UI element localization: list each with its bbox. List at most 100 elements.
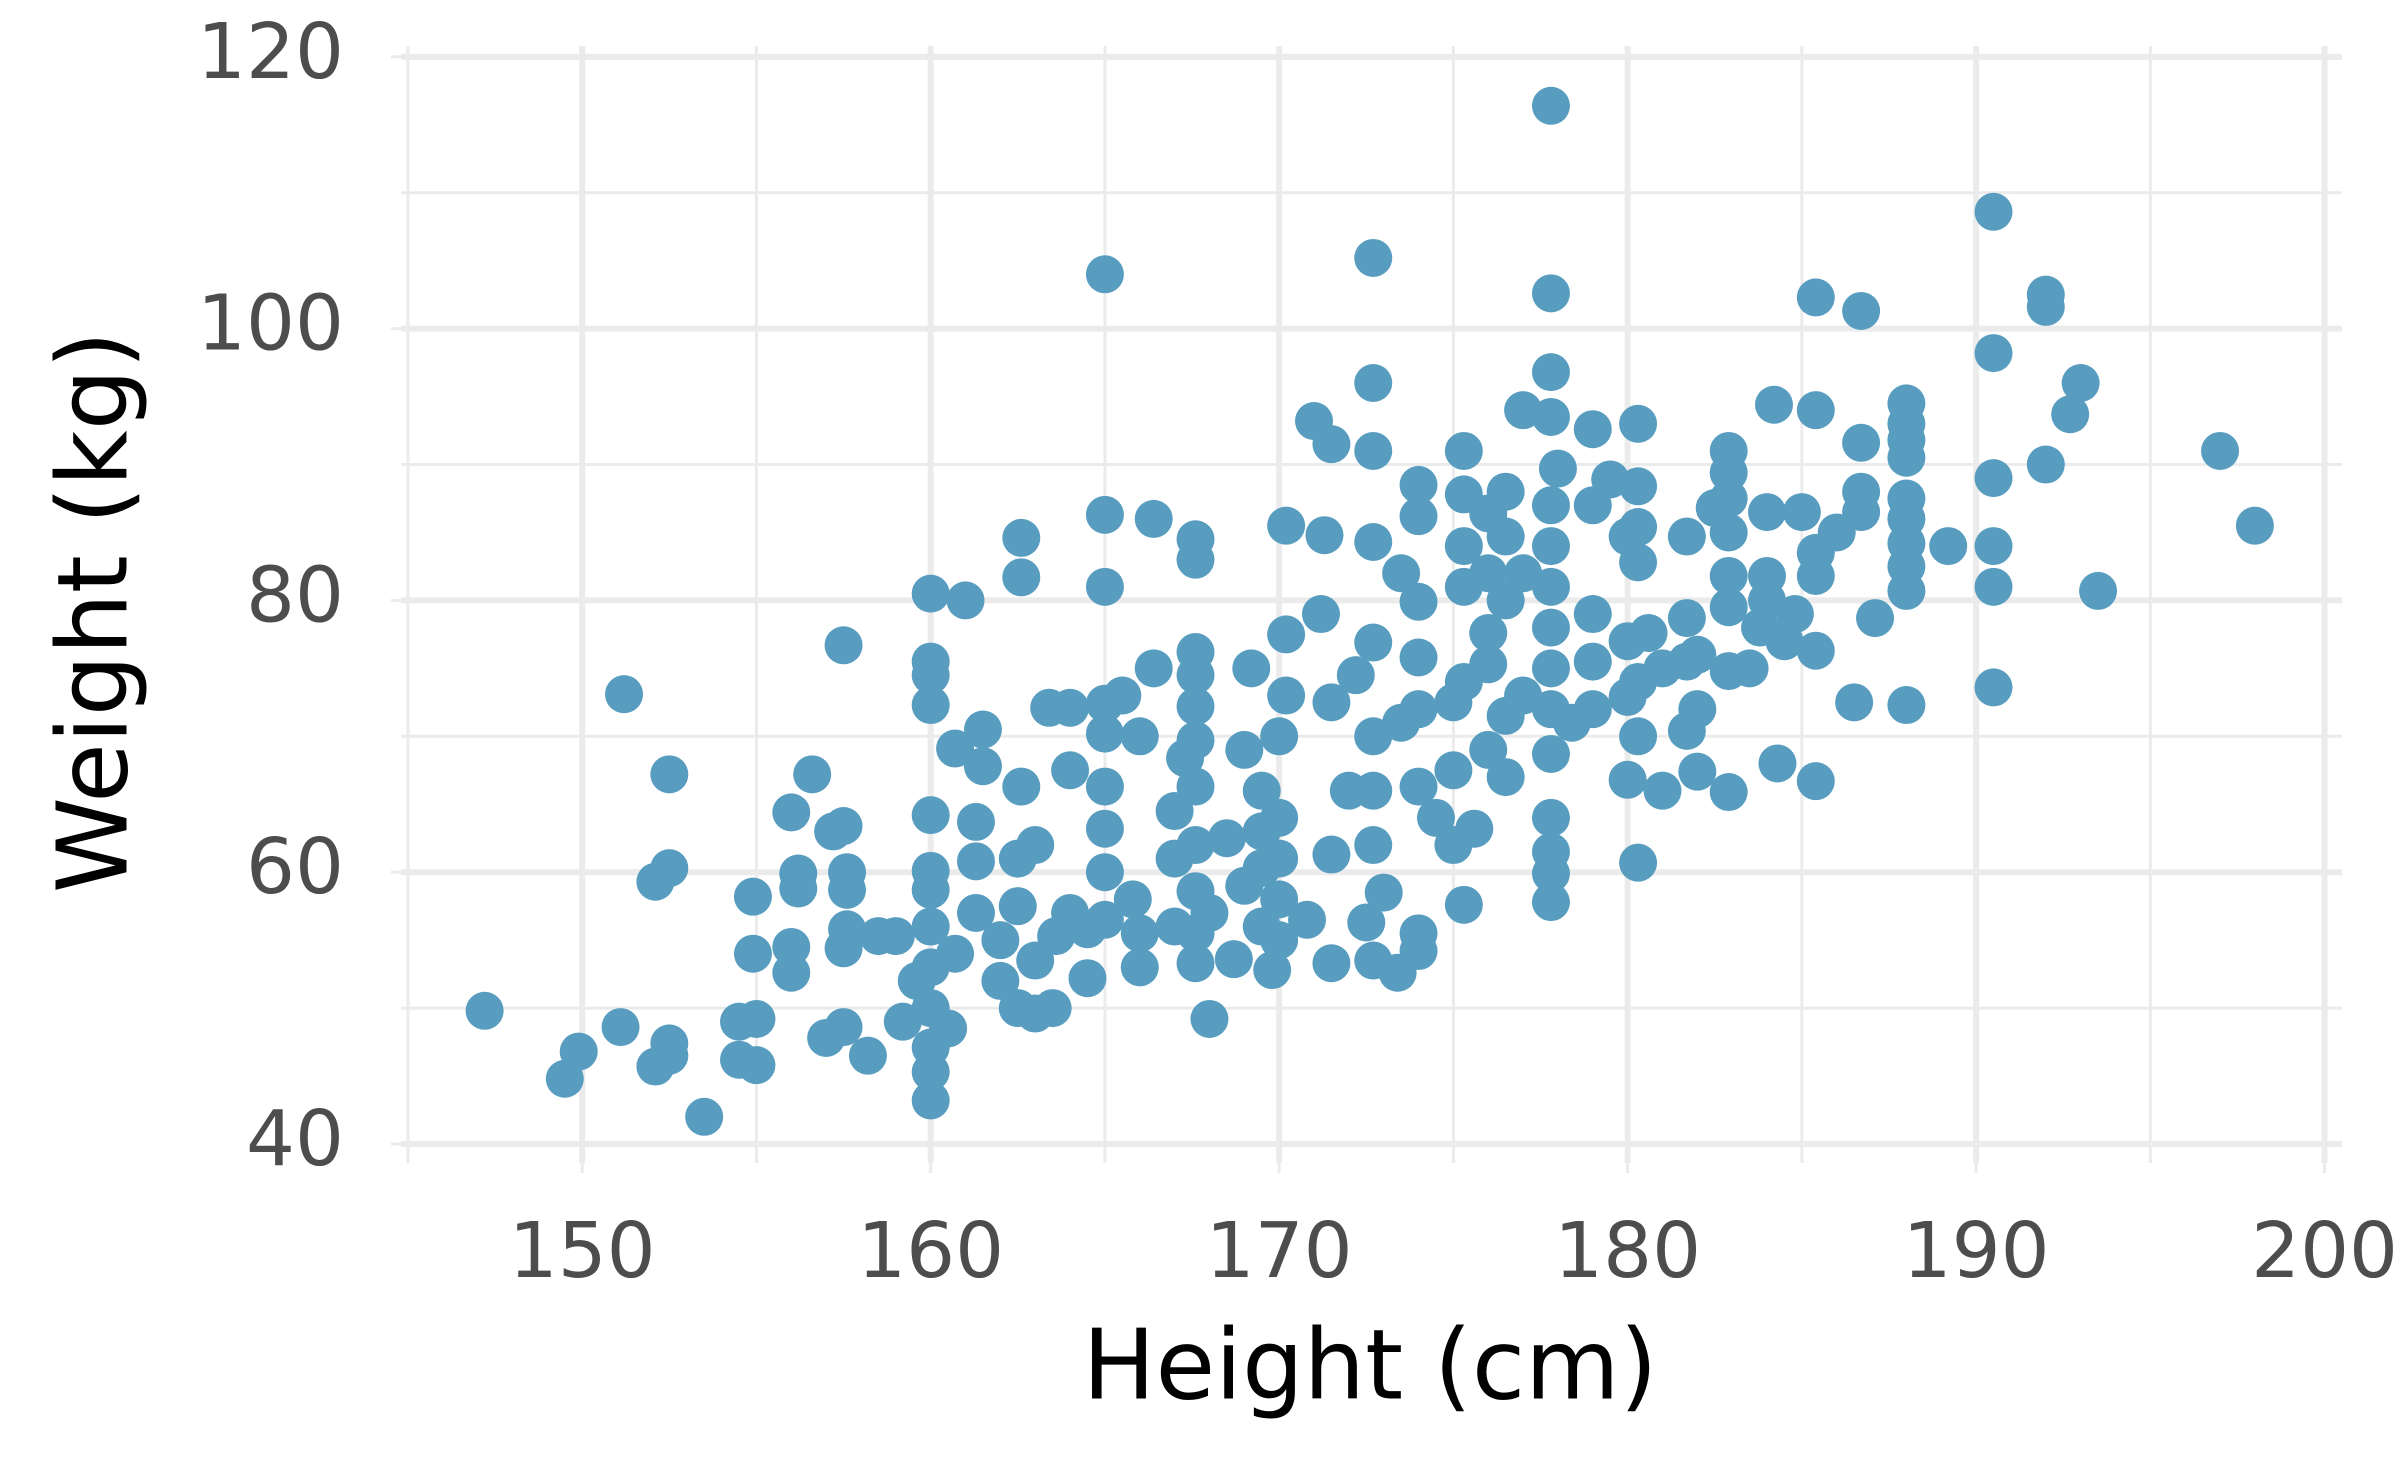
point: [650, 1024, 689, 1063]
point: [1354, 826, 1393, 865]
point: [1176, 520, 1215, 559]
point: [1190, 999, 1229, 1038]
point: [998, 887, 1037, 926]
point: [1667, 599, 1706, 638]
point: [1444, 885, 1483, 924]
point: [779, 854, 818, 893]
point: [1531, 649, 1570, 688]
point: [1416, 798, 1455, 837]
point: [1134, 499, 1173, 538]
point: [1974, 459, 2013, 498]
point: [1312, 425, 1351, 464]
point: [1399, 582, 1438, 621]
point: [1399, 497, 1438, 536]
x-tick-label: 180: [1554, 1207, 1701, 1296]
point: [1573, 642, 1612, 681]
point: [772, 793, 811, 832]
point: [1796, 631, 1835, 670]
point: [1382, 554, 1421, 593]
point: [1214, 940, 1253, 979]
point: [1399, 638, 1438, 677]
point: [1486, 517, 1525, 556]
point: [1619, 717, 1658, 756]
point: [1842, 472, 1881, 511]
point: [1531, 86, 1570, 125]
point: [650, 755, 689, 794]
point: [1619, 543, 1658, 582]
point: [1260, 921, 1299, 960]
point: [1305, 516, 1344, 555]
point: [2026, 445, 2065, 484]
point: [1796, 762, 1835, 801]
point: [1974, 334, 2013, 373]
point: [824, 806, 863, 845]
point: [685, 1097, 724, 1136]
point: [1176, 944, 1215, 983]
point: [963, 710, 1002, 749]
point: [1312, 683, 1351, 722]
point: [1486, 581, 1525, 620]
point: [1260, 798, 1299, 837]
point: [737, 999, 776, 1038]
point: [1434, 751, 1473, 790]
point: [1176, 721, 1215, 760]
point: [1678, 690, 1717, 729]
point: [1929, 527, 1968, 566]
point: [1619, 467, 1658, 506]
point: [1709, 773, 1748, 812]
point: [1974, 567, 2013, 606]
point: [1085, 853, 1124, 892]
point: [1347, 903, 1386, 942]
point: [1619, 508, 1658, 547]
point: [1709, 513, 1748, 552]
point: [1190, 893, 1229, 932]
point: [1399, 767, 1438, 806]
point: [1531, 734, 1570, 773]
point: [1002, 518, 1041, 557]
point: [1619, 843, 1658, 882]
point: [1730, 649, 1769, 688]
point: [1267, 615, 1306, 654]
point: [946, 581, 985, 620]
point: [737, 1046, 776, 1085]
point: [956, 802, 995, 841]
point: [2051, 395, 2090, 434]
point: [956, 842, 995, 881]
point: [1974, 192, 2013, 231]
point: [1336, 656, 1375, 695]
point: [1469, 730, 1508, 769]
y-tick-label: 80: [246, 551, 344, 640]
point: [1573, 410, 1612, 449]
point: [1002, 767, 1041, 806]
point: [911, 574, 950, 613]
point: [1469, 645, 1508, 684]
point: [1887, 479, 1926, 518]
point: [1354, 771, 1393, 810]
y-axis-title: Weight (kg): [36, 331, 149, 893]
point: [911, 851, 950, 890]
point: [1444, 431, 1483, 470]
point: [1002, 558, 1041, 597]
point: [1267, 506, 1306, 545]
point: [1444, 527, 1483, 566]
point: [936, 729, 975, 768]
point: [1974, 668, 2013, 707]
point: [1573, 690, 1612, 729]
point: [1033, 989, 1072, 1028]
point: [1754, 385, 1793, 424]
x-axis-title: Height (cm): [1083, 1308, 1658, 1421]
point: [1312, 944, 1351, 983]
grid: [391, 46, 2342, 1173]
point: [981, 921, 1020, 960]
point: [1974, 527, 2013, 566]
point: [1120, 717, 1159, 756]
point: [911, 1081, 950, 1120]
point: [1068, 959, 1107, 998]
point: [1842, 291, 1881, 330]
point: [650, 849, 689, 888]
x-tick-label: 160: [857, 1207, 1004, 1296]
point: [1486, 758, 1525, 797]
point: [936, 934, 975, 973]
point: [1085, 809, 1124, 848]
point: [601, 1008, 640, 1047]
